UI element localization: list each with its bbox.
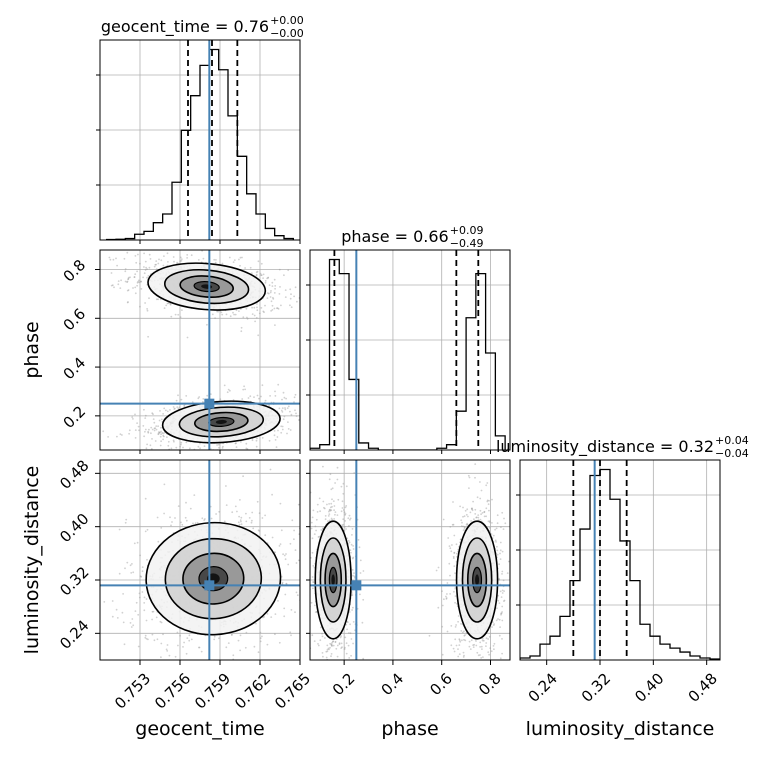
truth-marker: [204, 580, 215, 591]
title-sub: −0.49: [450, 237, 484, 250]
histogram-geocent_time: [106, 40, 294, 240]
histogram-phase: [310, 250, 506, 450]
panel-border: [99, 39, 301, 241]
x-tick-label-geocent_time: 0.762: [231, 670, 274, 713]
panel-border: [99, 459, 301, 661]
title-errors-luminosity_distance: +0.04−0.04: [715, 434, 749, 460]
x-tick-label-geocent_time: 0.756: [151, 670, 194, 713]
panel-border: [99, 249, 301, 451]
title-main: phase = 0.66: [341, 227, 448, 246]
y-tick-label-phase: 0.4: [60, 354, 90, 384]
x-tick-label-geocent_time: 0.753: [111, 670, 154, 713]
title-geocent_time: geocent_time = 0.76: [101, 17, 269, 37]
panel-geocent_time_vs_luminosity_distance: [99, 459, 301, 661]
y-axis-label-luminosity_distance: luminosity_distance: [21, 466, 43, 655]
x-tick-label-phase: 0.8: [475, 670, 505, 700]
x-axis-label-geocent_time: geocent_time: [135, 718, 264, 740]
x-axis-label-phase: phase: [381, 718, 438, 740]
x-axis-label-luminosity_distance: luminosity_distance: [526, 718, 715, 740]
title-sub: −0.00: [270, 27, 304, 40]
x-tick-label-luminosity_distance: 0.32: [578, 670, 614, 706]
density-geocent_time_vs_phase: [100, 250, 300, 450]
histogram-luminosity_distance: [520, 460, 720, 660]
title-sup: +0.04: [715, 434, 749, 447]
y-tick-label-phase: 0.6: [60, 305, 90, 335]
y-tick-label-luminosity_distance: 0.32: [56, 563, 92, 599]
x-tick-label-phase: 0.4: [378, 670, 408, 700]
panel-border: [309, 249, 511, 451]
x-tick-label-geocent_time: 0.765: [271, 670, 314, 713]
density-contour: [475, 574, 480, 586]
title-sup: +0.00: [270, 14, 304, 27]
panel-hist-geocent_time: geocent_time = 0.76 +0.00−0.00: [96, 14, 304, 241]
panel-hist-phase: phase = 0.66 +0.09−0.49: [306, 224, 511, 451]
histogram-step: [106, 48, 294, 240]
panel-geocent_time_vs_phase: [99, 249, 301, 451]
title-phase: phase = 0.66: [341, 227, 448, 246]
title-sup: +0.09: [450, 224, 484, 237]
truth-marker: [204, 398, 215, 409]
y-tick-label-luminosity_distance: 0.40: [56, 510, 92, 546]
title-luminosity_distance: luminosity_distance = 0.32: [496, 437, 714, 457]
panel-border: [309, 459, 511, 661]
density-contour: [331, 574, 335, 586]
x-tick-label-geocent_time: 0.759: [191, 670, 234, 713]
truth-marker: [351, 580, 362, 591]
histogram-step: [310, 258, 506, 450]
y-tick-label-phase: 0.2: [60, 402, 90, 432]
title-errors-phase: +0.09−0.49: [450, 224, 484, 250]
y-tick-label-luminosity_distance: 0.24: [56, 616, 92, 652]
x-tick-label-luminosity_distance: 0.40: [631, 670, 667, 706]
title-sub: −0.04: [715, 447, 749, 460]
panel-border: [519, 459, 721, 661]
title-main: geocent_time = 0.76: [101, 17, 269, 37]
title-main: luminosity_distance = 0.32: [496, 437, 714, 457]
x-tick-label-luminosity_distance: 0.24: [525, 670, 561, 706]
x-tick-label-luminosity_distance: 0.48: [685, 670, 721, 706]
title-errors-geocent_time: +0.00−0.00: [270, 14, 304, 40]
panel-phase_vs_luminosity_distance: [309, 459, 511, 661]
x-tick-label-phase: 0.2: [329, 670, 359, 700]
y-axis-label-phase: phase: [21, 321, 43, 378]
density-phase_vs_luminosity_distance: [310, 460, 510, 660]
density-geocent_time_vs_luminosity_distance: [100, 460, 300, 660]
density-contour: [215, 419, 227, 424]
x-tick-label-phase: 0.6: [426, 670, 456, 700]
panel-hist-luminosity_distance: luminosity_distance = 0.32 +0.04−0.04: [496, 434, 749, 661]
histogram-step: [520, 468, 720, 660]
y-tick-label-phase: 0.8: [60, 256, 90, 286]
y-tick-label-luminosity_distance: 0.48: [56, 456, 92, 492]
